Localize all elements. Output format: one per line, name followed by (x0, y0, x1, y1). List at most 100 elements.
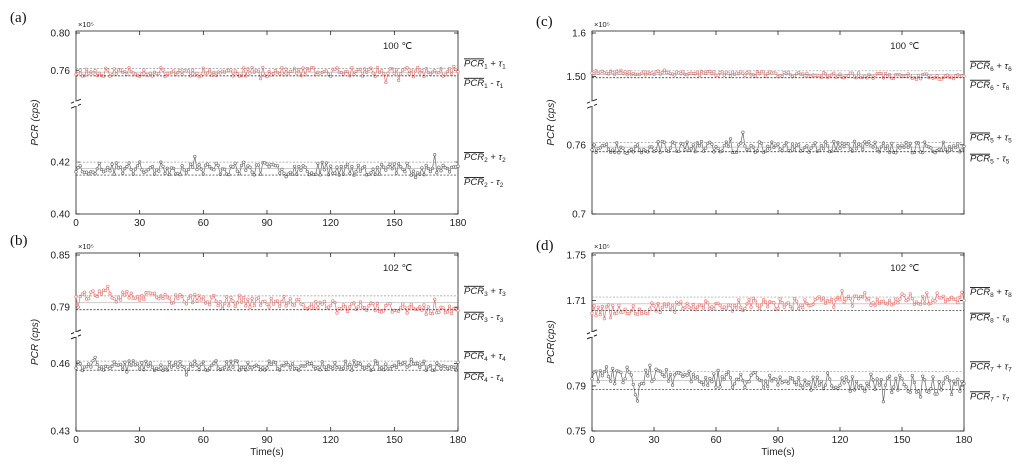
data-point (82, 290, 87, 294)
data-point (278, 72, 282, 76)
data-point (794, 299, 799, 303)
data-point (722, 144, 726, 148)
data-point (732, 303, 737, 308)
data-point (140, 72, 144, 76)
data-point (749, 305, 753, 309)
data-point (668, 372, 673, 377)
data-point (623, 307, 627, 311)
axis-break (70, 329, 82, 340)
data-point (642, 382, 646, 386)
data-point (875, 297, 879, 302)
data-point (737, 298, 741, 302)
data-point (619, 68, 623, 72)
data-point (664, 368, 669, 372)
data-point (621, 381, 625, 385)
y-multiplier: ×10⁵ (78, 20, 94, 29)
data-point (416, 361, 420, 366)
data-point (912, 302, 917, 306)
data-point (695, 141, 700, 145)
data-point (846, 74, 850, 78)
data-point (97, 367, 101, 371)
data-point (163, 365, 167, 369)
data-point (594, 314, 598, 318)
data-point (828, 299, 832, 304)
data-point (290, 362, 295, 366)
data-point (809, 146, 813, 150)
data-point (439, 169, 443, 173)
data-point (87, 297, 91, 301)
data-point (629, 147, 633, 151)
data-point (780, 74, 784, 79)
data-point (683, 305, 687, 310)
data-point (681, 142, 685, 146)
data-point (189, 162, 193, 166)
break-gap (590, 331, 594, 337)
data-point (704, 376, 708, 380)
data-point (646, 70, 650, 74)
data-point (704, 146, 708, 150)
data-point (163, 292, 167, 297)
data-point (830, 384, 834, 388)
data-point (654, 148, 658, 152)
band-label-minus: PCR6 - τ6 (970, 80, 1010, 92)
data-point (776, 142, 780, 146)
data-point (186, 296, 191, 300)
data-point (331, 366, 335, 371)
data-point (885, 376, 890, 380)
data-point (830, 297, 834, 302)
data-point (250, 366, 254, 370)
data-point (403, 170, 407, 174)
data-point (129, 291, 133, 295)
data-point (220, 306, 224, 311)
data-point (263, 299, 267, 303)
data-point (652, 377, 656, 381)
band-label-minus: PCR8 - τ8 (970, 313, 1010, 325)
data-point (881, 400, 886, 404)
data-point (892, 385, 896, 389)
data-point (329, 164, 333, 168)
data-point (399, 306, 403, 310)
data-point (759, 303, 764, 307)
data-point (106, 165, 110, 169)
data-point (161, 297, 165, 301)
x-tick-label: 120 (832, 435, 849, 446)
data-point (110, 364, 114, 368)
data-point (195, 299, 199, 303)
data-point (679, 300, 683, 304)
data-point (766, 385, 770, 389)
data-point (127, 296, 131, 300)
data-point (803, 145, 807, 150)
data-point (689, 306, 693, 311)
data-point (343, 164, 348, 168)
data-point (596, 305, 600, 309)
data-point (231, 299, 235, 303)
data-point (392, 363, 396, 367)
data-point (883, 383, 888, 387)
data-point (125, 370, 129, 374)
data-point (644, 73, 648, 77)
data-point (881, 299, 886, 303)
data-point (900, 377, 904, 381)
data-point (825, 371, 830, 375)
data-point (265, 162, 269, 166)
data-point (125, 289, 129, 294)
data-point (237, 172, 241, 176)
data-point (208, 165, 212, 169)
data-point (848, 147, 852, 151)
data-point (606, 72, 611, 76)
data-point (167, 360, 171, 364)
y-tick-label: 1.6 (572, 29, 586, 40)
data-point (933, 299, 937, 303)
data-point (611, 366, 615, 371)
series-red: PCR6 + τ6 PCR6 - τ6 (590, 61, 1012, 92)
data-point (216, 163, 220, 167)
data-point (314, 72, 318, 77)
data-point (869, 303, 873, 307)
data-point (863, 291, 867, 295)
data-point (248, 165, 252, 169)
data-point (189, 362, 193, 366)
data-point (850, 375, 855, 379)
data-point (316, 306, 320, 310)
data-point (706, 383, 710, 387)
